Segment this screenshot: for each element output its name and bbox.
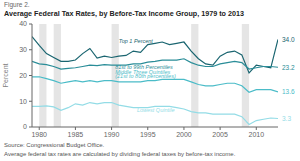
svg-text:2000: 2000 [176,131,192,138]
svg-text:0: 0 [23,123,27,130]
svg-text:Top 1 Percent: Top 1 Percent [119,38,154,44]
svg-text:10: 10 [19,98,27,105]
svg-text:23.2: 23.2 [282,64,292,71]
html-text:Figure 2.: Figure 2. [4,1,30,8]
svg-text:34.0: 34.0 [282,36,292,43]
svg-text:(21st to 80th percentiles): (21st to 80th percentiles) [115,73,176,79]
svg-text:1990: 1990 [104,131,120,138]
svg-text:1995: 1995 [140,131,156,138]
svg-text:2010: 2010 [249,131,265,138]
svg-text:3.3: 3.3 [282,115,291,122]
svg-text:20: 20 [19,72,27,79]
html-text:Source: Congressional Budget O: Source: Congressional Budget Office. [4,142,105,148]
svg-text:1985: 1985 [68,131,84,138]
html-text:Average Federal Tax Rates, by: Average Federal Tax Rates, by Before-Tax… [4,9,244,18]
svg-text:30: 30 [19,46,27,53]
svg-text:Lowest Quintile: Lowest Quintile [137,107,175,113]
svg-text:40: 40 [19,20,27,27]
html-text:Average federal tax rates are: Average federal tax rates are calculated… [4,151,236,157]
svg-text:Percent: Percent [8,63,9,87]
svg-text:13.6: 13.6 [282,88,292,95]
svg-text:1980: 1980 [31,131,47,138]
svg-text:2005: 2005 [212,131,228,138]
svg-text:81st to 99th Percentiles: 81st to 99th Percentiles [115,64,173,71]
